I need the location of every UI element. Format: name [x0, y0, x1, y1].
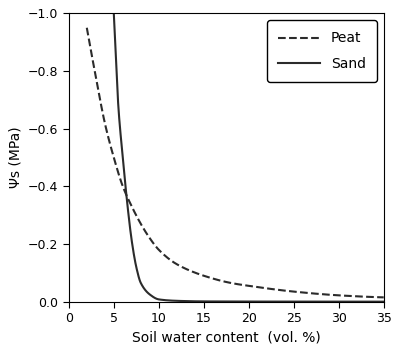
Sand — [220, 299, 225, 304]
Sand — [322, 299, 327, 304]
Peat — [84, 26, 89, 30]
X-axis label: Soil water content  (vol. %): Soil water content (vol. %) — [132, 331, 321, 345]
Sand — [381, 300, 386, 304]
Sand — [327, 299, 332, 304]
Peat — [381, 295, 386, 299]
Sand — [297, 299, 302, 304]
Peat — [215, 278, 220, 282]
Peat — [316, 292, 321, 296]
Peat — [321, 292, 326, 297]
Legend: Peat, Sand: Peat, Sand — [267, 20, 377, 82]
Line: Peat: Peat — [87, 28, 384, 297]
Sand — [139, 282, 144, 286]
Sand — [230, 299, 235, 304]
Sand — [111, 11, 116, 16]
Peat — [204, 275, 209, 279]
Line: Sand: Sand — [114, 13, 384, 302]
Peat — [115, 167, 120, 171]
Peat — [288, 289, 293, 293]
Y-axis label: Ψs (MPa): Ψs (MPa) — [8, 127, 22, 189]
